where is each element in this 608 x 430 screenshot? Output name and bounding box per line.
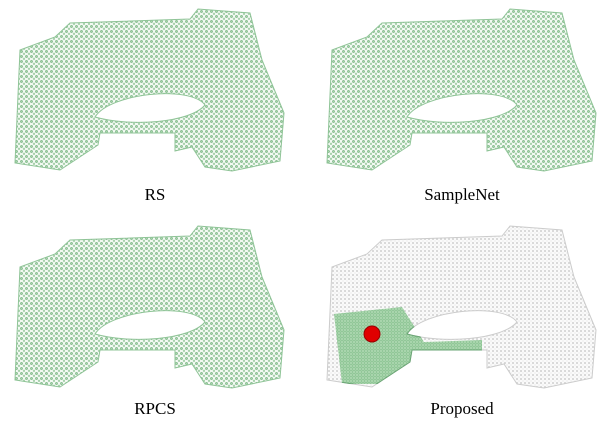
panel-rs [15, 9, 284, 171]
query-point [364, 326, 380, 342]
panel-samplenet [327, 9, 596, 171]
panel-proposed [327, 226, 596, 388]
panel-rpcs [15, 226, 284, 388]
caption: Proposed [430, 399, 494, 418]
caption: RS [145, 185, 166, 204]
caption: RPCS [134, 399, 176, 418]
caption: SampleNet [424, 185, 500, 204]
figure: RS SampleNet RPCS Proposed [0, 0, 608, 430]
